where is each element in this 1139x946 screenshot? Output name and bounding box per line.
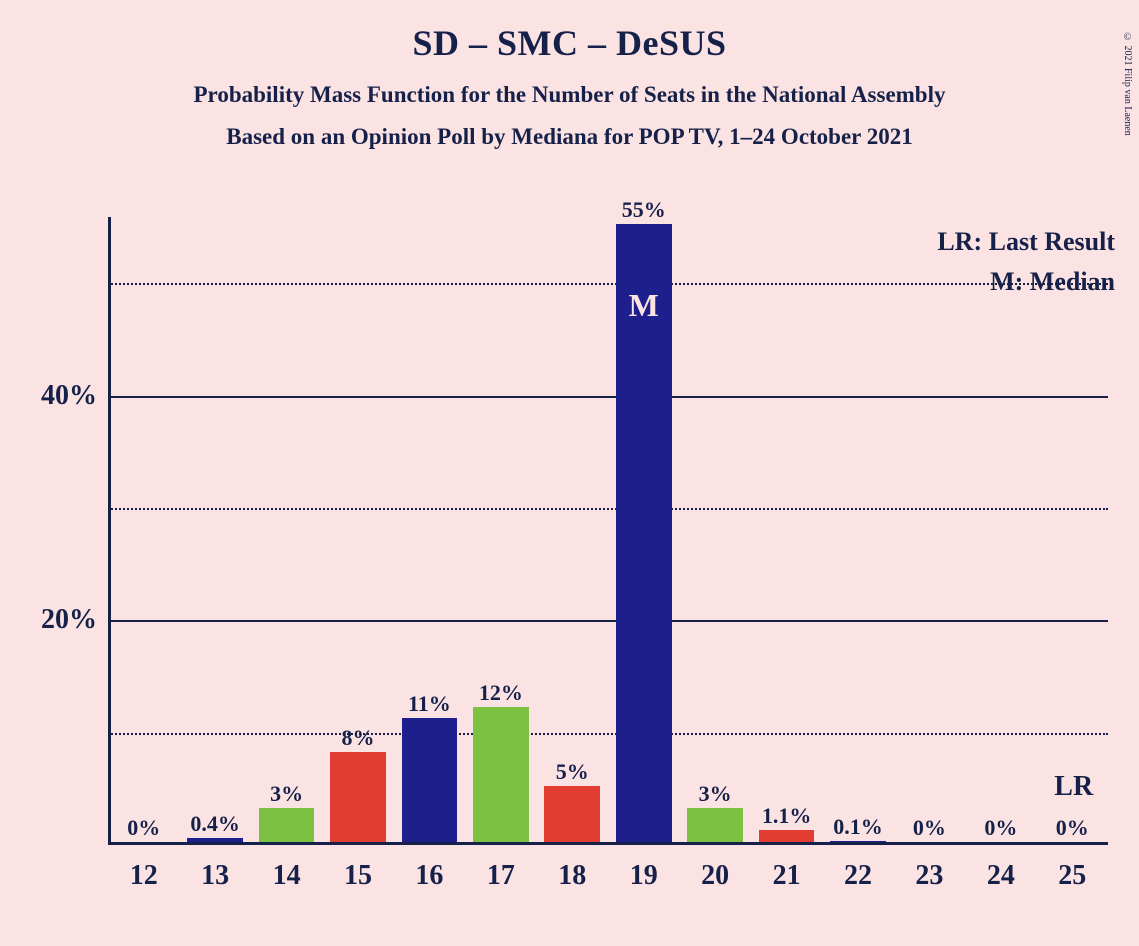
chart-subtitle-1: Probability Mass Function for the Number… [0, 82, 1139, 108]
gridline-major [108, 396, 1108, 398]
y-tick-label: 20% [41, 604, 97, 636]
bar-value-label: 0% [127, 815, 160, 841]
bar-value-label: 1.1% [762, 803, 812, 829]
bar-value-label: 5% [556, 759, 589, 785]
x-tick-label: 16 [415, 860, 443, 892]
bar [330, 752, 386, 842]
bar [402, 718, 458, 842]
bar [259, 808, 315, 842]
x-tick-label: 22 [844, 860, 872, 892]
bar [544, 786, 600, 842]
bar [473, 707, 529, 842]
chart-title: SD – SMC – DeSUS [0, 22, 1139, 64]
bar [187, 838, 243, 842]
x-tick-label: 15 [344, 860, 372, 892]
legend-lr: LR: Last Result [937, 227, 1115, 257]
last-result-marker: LR [1054, 771, 1093, 803]
bar-value-label: 8% [342, 725, 375, 751]
bar-value-label: 11% [408, 691, 451, 717]
legend-m: M: Median [990, 267, 1115, 297]
x-tick-label: 25 [1058, 860, 1086, 892]
x-tick-label: 17 [487, 860, 515, 892]
bar-value-label: 0.4% [190, 811, 240, 837]
bar-value-label: 55% [622, 197, 666, 223]
x-tick-label: 18 [558, 860, 586, 892]
gridline-minor [108, 508, 1108, 510]
bar-value-label: 0% [913, 815, 946, 841]
x-tick-label: 12 [130, 860, 158, 892]
x-tick-label: 19 [630, 860, 658, 892]
gridline-minor [108, 283, 1108, 285]
bar [687, 808, 743, 842]
x-tick-label: 20 [701, 860, 729, 892]
x-tick-label: 23 [915, 860, 943, 892]
copyright-text: © 2021 Filip van Laenen [1122, 32, 1133, 136]
bar [759, 830, 815, 842]
x-axis-line [108, 842, 1108, 845]
bar [830, 841, 886, 842]
chart-subtitle-2: Based on an Opinion Poll by Mediana for … [0, 124, 1139, 150]
gridline-major [108, 620, 1108, 622]
gridline-minor [108, 733, 1108, 735]
y-tick-label: 40% [41, 380, 97, 412]
bar-value-label: 12% [479, 680, 523, 706]
bar-value-label: 3% [699, 781, 732, 807]
median-marker: M [629, 287, 659, 324]
bar-value-label: 0% [984, 815, 1017, 841]
x-tick-label: 24 [987, 860, 1015, 892]
y-axis-line [108, 217, 111, 845]
bar-value-label: 3% [270, 781, 303, 807]
chart-plot-area [108, 217, 1108, 845]
x-tick-label: 21 [773, 860, 801, 892]
bar-value-label: 0% [1056, 815, 1089, 841]
x-tick-label: 13 [201, 860, 229, 892]
x-tick-label: 14 [273, 860, 301, 892]
bar-value-label: 0.1% [833, 814, 883, 840]
